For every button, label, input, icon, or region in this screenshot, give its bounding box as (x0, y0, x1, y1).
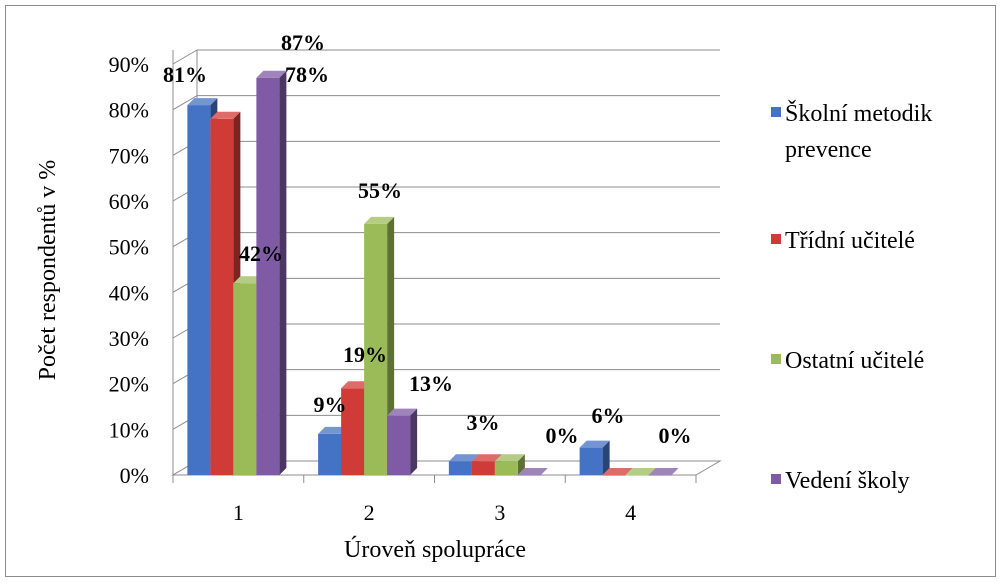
bar (233, 283, 257, 475)
data-label: 3% (467, 410, 500, 435)
legend-item-tridni-ucitele: Třídní učitelé (771, 223, 985, 259)
bar-top (318, 426, 349, 434)
data-label: 78% (285, 62, 329, 87)
data-label: 9% (314, 392, 347, 417)
data-label: 81% (163, 62, 207, 87)
bar (579, 447, 603, 475)
legend-label-tridni-ucitele: Třídní učitelé (785, 228, 915, 254)
bar-top (579, 440, 610, 448)
data-label: 0% (659, 423, 692, 448)
bar-top (233, 276, 264, 284)
gridline-diagonal (172, 49, 198, 65)
x-tick-label: 4 (625, 500, 636, 525)
bar-top (210, 111, 241, 119)
bar-top (187, 98, 218, 106)
bar-top (341, 381, 372, 389)
x-axis-title: Úroveň spolupráce (344, 536, 526, 563)
y-tick-label: 70% (109, 143, 149, 168)
bar (494, 461, 518, 475)
data-label: 87% (281, 30, 325, 55)
y-tick-label: 10% (109, 417, 149, 442)
bar-side (602, 440, 610, 475)
bar (318, 433, 342, 475)
chart-frame (5, 5, 996, 577)
bar (210, 118, 234, 476)
y-tick-label: 50% (109, 235, 149, 260)
bar-top (517, 468, 548, 475)
bar (364, 223, 388, 475)
bar-top (448, 454, 479, 462)
legend-item-skolni-metodik: Školní metodik prevence (771, 96, 985, 168)
bar-top (648, 468, 679, 475)
bar-side (410, 408, 418, 475)
legend-item-ostatni-ucitele: Ostatní učitelé (771, 343, 985, 379)
bar-top (364, 216, 395, 224)
bar (341, 388, 365, 475)
gridline-diagonal (172, 95, 198, 111)
legend-label-vedeni-skoly: Vedení školy (785, 468, 910, 494)
y-tick-label: 90% (109, 52, 149, 77)
y-tick-label: 80% (109, 98, 149, 123)
bar-top (625, 468, 656, 475)
data-label: 13% (409, 371, 453, 396)
bar (517, 475, 541, 476)
y-axis-title: Počet respondentů v % (35, 160, 61, 381)
data-label: 0% (546, 423, 579, 448)
bar-side (279, 70, 287, 475)
y-tick-label: 20% (109, 372, 149, 397)
bar (448, 461, 472, 475)
bar (256, 77, 280, 475)
legend-swatch-tridni-ucitele (771, 234, 781, 244)
data-label: 6% (592, 403, 625, 428)
bar (648, 475, 672, 476)
legend-swatch-skolni-metodik (771, 107, 781, 117)
bar-top (471, 454, 502, 462)
bar-side (517, 454, 525, 475)
bar (471, 461, 495, 475)
y-tick-label: 40% (109, 280, 149, 305)
legend-swatch-vedeni-skoly (771, 474, 781, 484)
bar (387, 415, 411, 475)
bar-top (494, 454, 525, 462)
legend-label-skolni-metodik: Školní metodik prevence (785, 101, 933, 163)
data-label: 42% (239, 241, 283, 266)
data-label: 19% (343, 342, 387, 367)
x-tick-label: 1 (233, 500, 244, 525)
y-tick-label: 0% (120, 463, 149, 488)
data-label: 55% (358, 178, 402, 203)
bar-top (387, 408, 418, 416)
legend-item-vedeni-skoly: Vedení školy (771, 463, 985, 499)
bar (187, 105, 211, 475)
x-tick-label: 3 (494, 500, 505, 525)
y-tick-label: 30% (109, 326, 149, 351)
legend-label-ostatni-ucitele: Ostatní učitelé (785, 348, 925, 374)
bar (625, 475, 649, 476)
bar-top (602, 468, 633, 475)
x-tick-label: 2 (364, 500, 375, 525)
bar (602, 475, 626, 476)
legend-swatch-ostatni-ucitele (771, 354, 781, 364)
bar-top (256, 70, 287, 78)
y-tick-label: 60% (109, 189, 149, 214)
